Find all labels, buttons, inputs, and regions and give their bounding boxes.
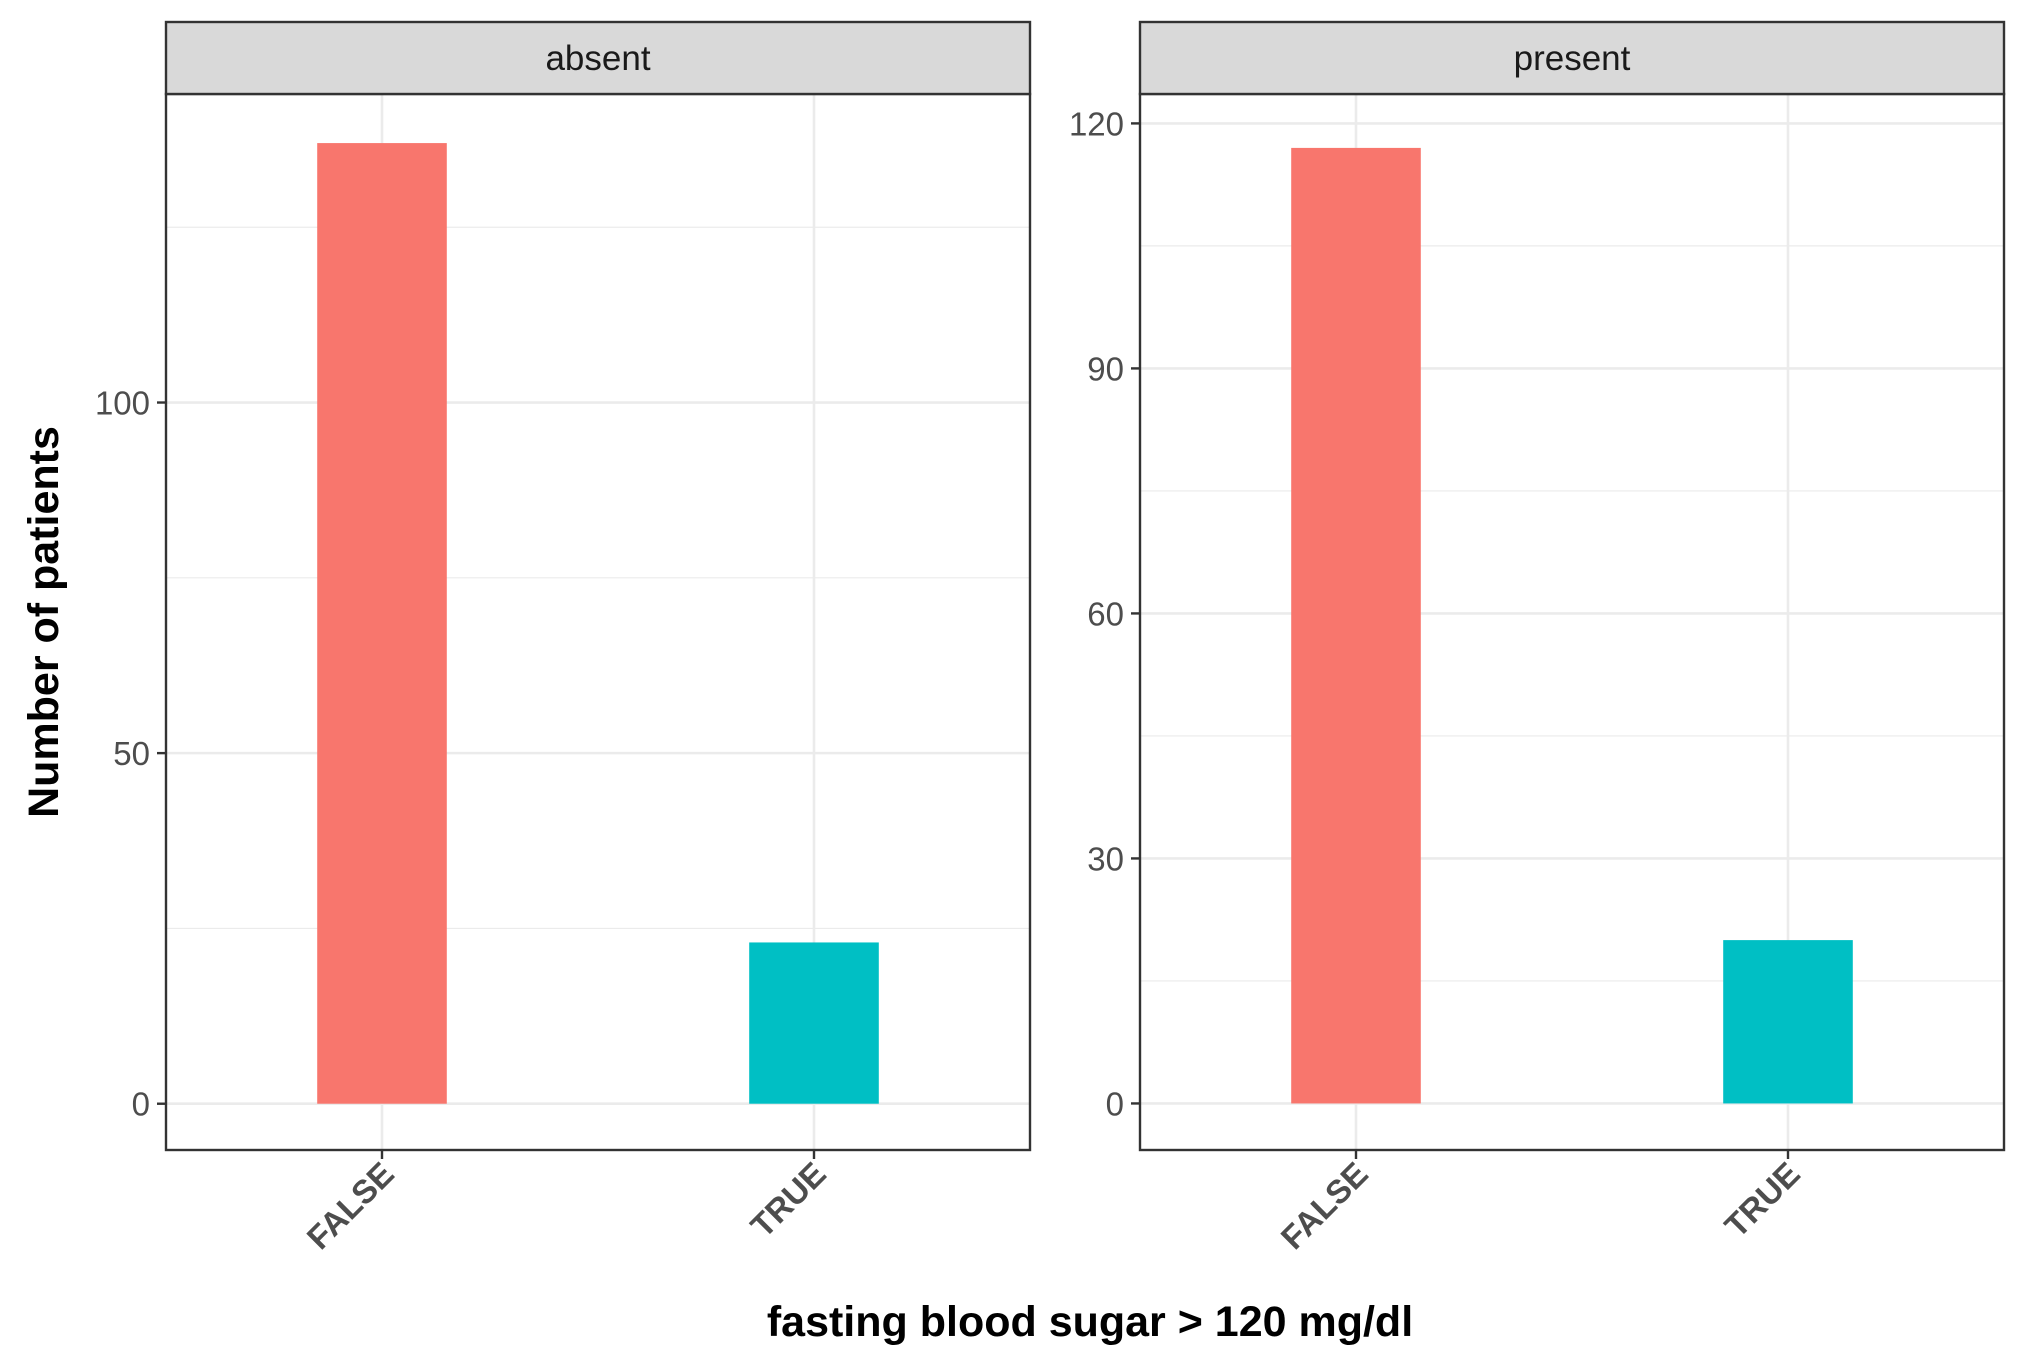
y-tick-label: 60	[1087, 595, 1124, 632]
y-tick-label: 0	[1106, 1085, 1124, 1122]
bar-absent-false	[317, 143, 447, 1104]
x-tick-label-false: FALSE	[300, 1155, 401, 1256]
facet-strip-label: present	[1514, 39, 1631, 78]
y-tick-label: 90	[1087, 350, 1124, 387]
x-tick-label-true: TRUE	[1717, 1155, 1807, 1245]
panel-background	[1140, 94, 2004, 1150]
facet-strip	[164, 20, 1032, 96]
y-tick-label: 0	[132, 1086, 150, 1123]
y-tick-label: 50	[113, 735, 150, 772]
panel-background	[166, 94, 1030, 1150]
y-axis-title: Number of patients	[20, 426, 68, 818]
bar-absent-true	[749, 942, 879, 1104]
facet-strip-label: absent	[545, 39, 650, 78]
x-tick-label-false: FALSE	[1274, 1155, 1375, 1256]
bar-present-false	[1291, 147, 1421, 1104]
y-tick-label: 120	[1069, 105, 1124, 142]
x-tick-label-true: TRUE	[743, 1155, 833, 1245]
facet-present: present 0 30 60 90 120 FALSE TRUE	[1069, 20, 2006, 1256]
y-tick-label: 100	[95, 385, 150, 422]
facet-strip	[1138, 20, 2006, 96]
facet-absent: absent 0 50 100 FALSE TRUE	[95, 20, 1032, 1256]
x-axis-title: fasting blood sugar > 120 mg/dl	[767, 1298, 1413, 1346]
bar-present-true	[1723, 940, 1853, 1104]
y-tick-label: 30	[1087, 840, 1124, 877]
